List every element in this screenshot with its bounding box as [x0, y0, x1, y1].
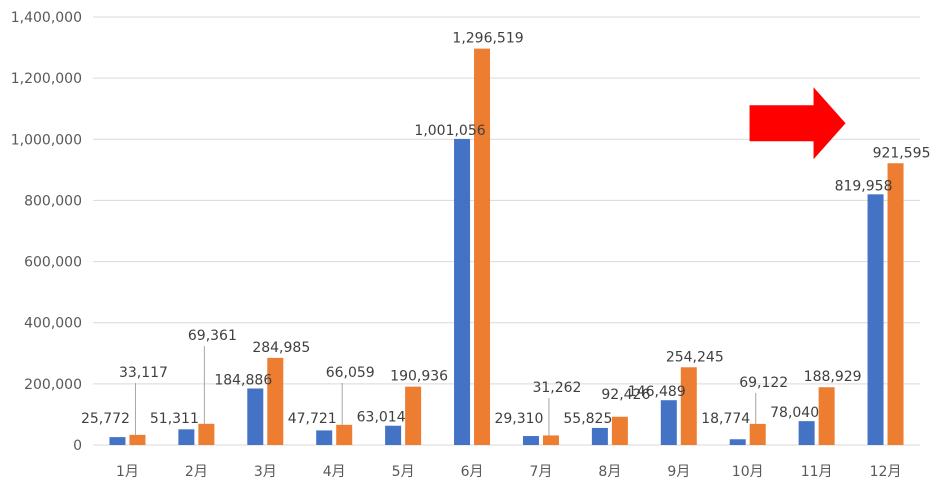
bar-series-a: [385, 425, 402, 445]
data-label-series-b: 69,122: [739, 375, 788, 391]
y-tick-label: 400,000: [24, 316, 82, 332]
bar-series-a: [454, 138, 471, 445]
bar-series-b: [818, 387, 835, 445]
x-tick-label: 12月: [870, 464, 902, 480]
bar-series-a: [660, 400, 677, 445]
data-labels: 25,772 51,311 184,886 47,721 63,014 1,001,056…: [81, 31, 931, 427]
x-tick-label: 10月: [732, 464, 764, 480]
data-label-series-b: 284,985: [252, 340, 310, 356]
bars: [109, 48, 904, 445]
x-tick-label: 5月: [392, 464, 415, 480]
bar-series-b: [198, 423, 215, 445]
x-tick-label: 4月: [323, 464, 346, 480]
data-label-series-b: 69,361: [188, 328, 237, 344]
x-tick-label: 7月: [529, 464, 552, 480]
data-label-series-b: 92,426: [601, 387, 650, 403]
x-tick-label: 8月: [598, 464, 621, 480]
y-tick-label: 1,200,000: [11, 71, 82, 87]
x-tick-label: 11月: [801, 464, 833, 480]
x-tick-label: 9月: [667, 464, 690, 480]
bar-series-b: [336, 424, 353, 445]
data-label-series-a: 47,721: [288, 411, 337, 427]
data-label-series-a: 63,014: [357, 410, 406, 426]
bar-series-a: [591, 427, 608, 445]
x-tick-label: 3月: [254, 464, 277, 480]
data-label-series-b: 254,245: [666, 349, 724, 365]
data-label-series-a: 146,489: [628, 384, 686, 400]
data-label-series-a: 184,886: [214, 372, 272, 388]
bar-series-a: [522, 436, 539, 445]
leader-lines: [134, 346, 757, 436]
annotation: [749, 87, 846, 160]
data-label-series-b: 31,262: [532, 380, 581, 396]
x-tick-label: 6月: [461, 464, 484, 480]
bar-series-a: [867, 194, 884, 445]
bar-series-b: [611, 416, 628, 445]
bar-series-a: [729, 439, 746, 445]
data-label-series-b: 66,059: [326, 365, 375, 381]
data-label-series-b: 33,117: [119, 365, 168, 381]
bar-series-a: [247, 388, 264, 445]
y-tick-label: 0: [73, 438, 82, 454]
bar-series-a: [798, 421, 815, 445]
bar-series-b: [129, 434, 146, 445]
data-label-series-a: 55,825: [563, 411, 612, 427]
bar-series-b: [267, 357, 284, 445]
bar-series-b: [474, 48, 491, 445]
bar-series-a: [178, 429, 195, 445]
data-label-series-b: 190,936: [390, 369, 448, 385]
data-label-series-a: 18,774: [701, 411, 750, 427]
data-label-series-a: 51,311: [150, 411, 199, 427]
bar-series-b: [749, 423, 766, 445]
bar-series-a: [316, 430, 333, 445]
data-label-series-b: 1,296,519: [452, 31, 523, 47]
y-tick-label: 1,000,000: [11, 132, 82, 148]
bar-series-a: [109, 437, 126, 445]
y-axis-tick-labels: 0 200,000 400,000 600,000 800,000 1,000,000 1,…: [11, 10, 82, 454]
data-label-series-a: 25,772: [81, 411, 130, 427]
gridlines: [93, 16, 920, 446]
x-axis-tick-labels: 1月 2月 3月 4月 5月 6月 7月 8月 9月 10月 11月 12月: [116, 464, 901, 480]
bar-series-b: [542, 435, 559, 445]
data-label-series-b: 921,595: [873, 145, 931, 161]
x-tick-label: 2月: [185, 464, 208, 480]
red-arrow-icon: [749, 87, 846, 160]
y-tick-label: 1,400,000: [11, 10, 82, 26]
y-tick-label: 600,000: [24, 255, 82, 271]
y-tick-label: 200,000: [24, 377, 82, 393]
data-label-series-a: 29,310: [494, 411, 543, 427]
data-label-series-b: 188,929: [804, 369, 862, 385]
x-tick-label: 1月: [116, 464, 139, 480]
data-label-series-a: 1,001,056: [414, 123, 485, 139]
bar-series-b: [887, 163, 904, 445]
data-label-series-a: 78,040: [770, 405, 819, 421]
bar-series-b: [405, 386, 422, 445]
y-tick-label: 800,000: [24, 193, 82, 209]
bar-series-b: [680, 367, 697, 445]
data-label-series-a: 819,958: [835, 178, 893, 194]
